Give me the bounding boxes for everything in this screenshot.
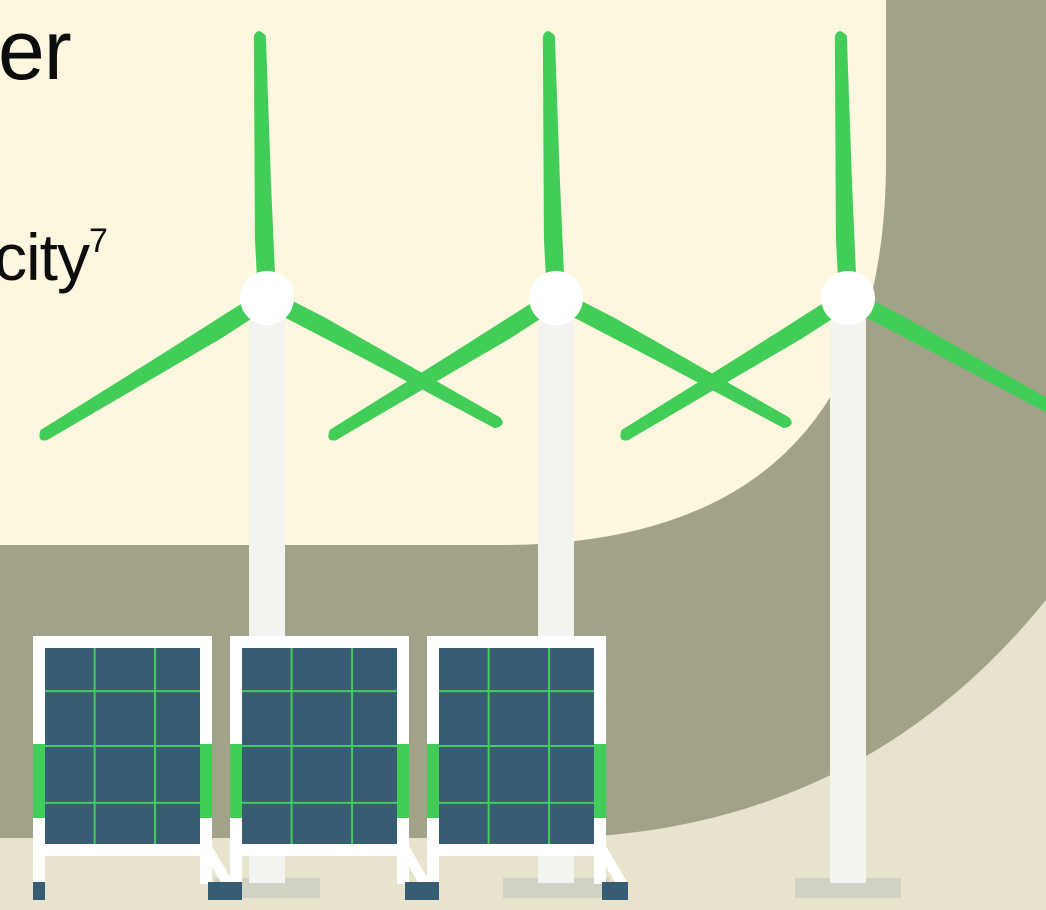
turbine-blade xyxy=(328,290,561,441)
panel-foot xyxy=(427,882,439,900)
turbine-blade xyxy=(542,31,565,299)
turbine-tower xyxy=(830,308,866,883)
turbine-blade xyxy=(253,31,276,299)
turbine-hub xyxy=(821,271,875,325)
turbine-blade xyxy=(262,290,503,429)
turbine-blade xyxy=(834,31,857,299)
solar-panel xyxy=(230,636,431,900)
turbine-base xyxy=(503,878,609,898)
wind-turbine xyxy=(620,31,1046,898)
panel-foot xyxy=(33,882,45,900)
body-text-fragment: city xyxy=(0,220,90,294)
ground-area xyxy=(0,600,1046,910)
turbine-hub xyxy=(240,271,294,325)
panel-foot xyxy=(208,882,234,900)
turbine-blade xyxy=(843,290,1046,429)
turbine-blade xyxy=(620,290,853,441)
turbine-hub xyxy=(529,271,583,325)
turbine-blade xyxy=(39,290,272,441)
turbine-blade xyxy=(551,290,792,429)
slide-body-fragment: city7 xyxy=(0,222,108,290)
turbine-base xyxy=(795,878,901,898)
panel-foot xyxy=(230,882,242,900)
wind-turbines xyxy=(39,31,1046,898)
slide-heading-fragment: er xyxy=(0,3,72,97)
panel-foot xyxy=(602,882,628,900)
content-panel xyxy=(0,0,886,545)
wind-turbine xyxy=(39,31,503,898)
solar-panels xyxy=(33,636,628,900)
solar-panel xyxy=(427,636,628,900)
solar-panel xyxy=(33,636,234,900)
footnote-marker: 7 xyxy=(89,222,108,260)
panel-foot xyxy=(405,882,431,900)
